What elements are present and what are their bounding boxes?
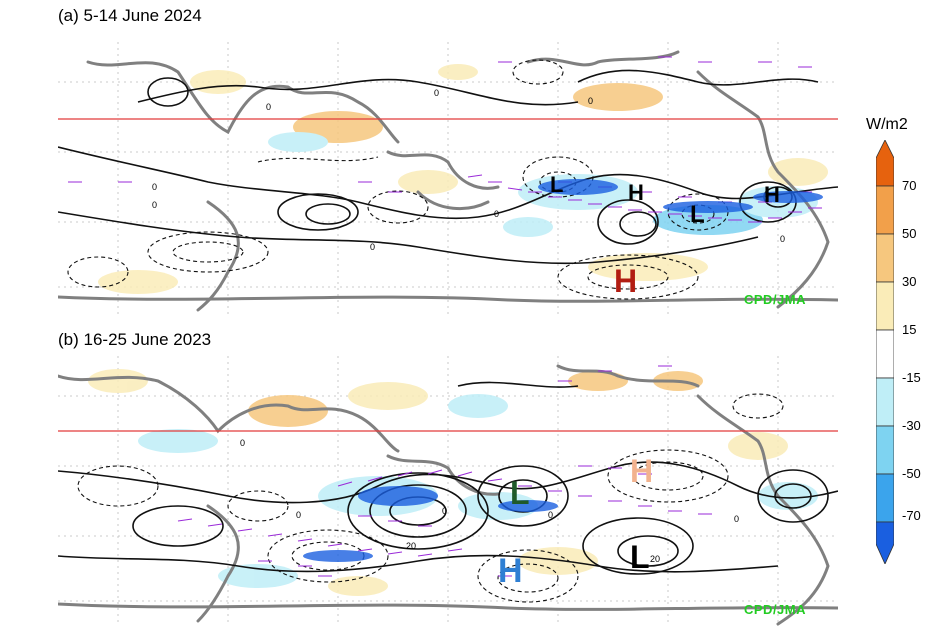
colorbar-segment xyxy=(875,425,895,475)
colorbar-segment xyxy=(875,281,895,331)
contour-label-group: 0 0 0 0 0 0 0 0 xyxy=(152,88,785,252)
colorbar-label: 70 xyxy=(902,178,917,193)
colorbar-label: -50 xyxy=(902,466,921,481)
contour-label: 0 xyxy=(494,209,499,219)
wind-vectors-strong xyxy=(303,486,558,562)
contour-label: 0 xyxy=(240,438,245,448)
low-center-label: L xyxy=(550,172,563,197)
contour-label: 0 xyxy=(296,510,301,520)
high-center-label: H xyxy=(764,182,780,207)
panel-a-map: 0 0 0 0 0 0 0 0 L H L H H CPD/JMA xyxy=(58,42,838,314)
colorbar-label: 15 xyxy=(902,322,917,337)
high-center-label: H xyxy=(614,263,637,299)
contours-solid xyxy=(58,381,838,575)
low-center-label: L xyxy=(630,539,650,575)
colorbar-label: 30 xyxy=(902,274,917,289)
credit-label: CPD/JMA xyxy=(744,602,807,617)
high-center-label: H xyxy=(630,453,653,489)
colorbar xyxy=(875,139,895,565)
panel-a-title: (a) 5-14 June 2024 xyxy=(58,6,202,25)
contour-label: 20 xyxy=(650,554,660,564)
wind-vectors-strong xyxy=(538,179,823,213)
coastlines xyxy=(58,50,838,312)
pressure-centers-b: L H L H xyxy=(498,453,653,590)
contour-label: 0 xyxy=(152,200,157,210)
contour-label: 0 xyxy=(152,182,157,192)
panel-b-map: 0 0 0 20 0 20 0 L H L H CPD/JMA xyxy=(58,356,838,626)
contour-label: 0 xyxy=(442,506,447,516)
credit-label: CPD/JMA xyxy=(744,292,807,307)
contour-label: 0 xyxy=(434,88,439,98)
colorbar-segment xyxy=(875,185,895,235)
high-center-label: H xyxy=(628,180,644,205)
grid-lines xyxy=(58,356,838,626)
colorbar-segment xyxy=(875,377,895,427)
contour-label: 0 xyxy=(548,510,553,520)
contour-label: 0 xyxy=(588,96,593,106)
low-center-label: L xyxy=(690,201,705,228)
contour-label-group: 0 0 0 20 0 20 0 xyxy=(240,438,739,564)
wind-vectors xyxy=(177,365,712,577)
colorbar-segment xyxy=(875,521,895,565)
colorbar-unit: W/m2 xyxy=(866,116,908,133)
contour-label: 0 xyxy=(370,242,375,252)
colorbar-segment xyxy=(875,139,895,187)
colorbar-label: -30 xyxy=(902,418,921,433)
colorbar-segment xyxy=(875,473,895,523)
panel-b-title: (b) 16-25 June 2023 xyxy=(58,330,212,349)
contour-label: 0 xyxy=(266,102,271,112)
colorbar-label: -15 xyxy=(902,370,921,385)
contours-solid xyxy=(58,69,838,265)
contour-label: 20 xyxy=(406,541,416,551)
colorbar-segment xyxy=(875,329,895,379)
contour-label: 0 xyxy=(734,514,739,524)
contour-label: 0 xyxy=(780,234,785,244)
low-center-label: L xyxy=(510,475,530,511)
pressure-centers-a: L H L H H xyxy=(550,172,780,299)
colorbar-label: 50 xyxy=(902,226,917,241)
colorbar-label: -70 xyxy=(902,508,921,523)
colorbar-segment xyxy=(875,233,895,283)
high-center-label: H xyxy=(498,552,523,590)
